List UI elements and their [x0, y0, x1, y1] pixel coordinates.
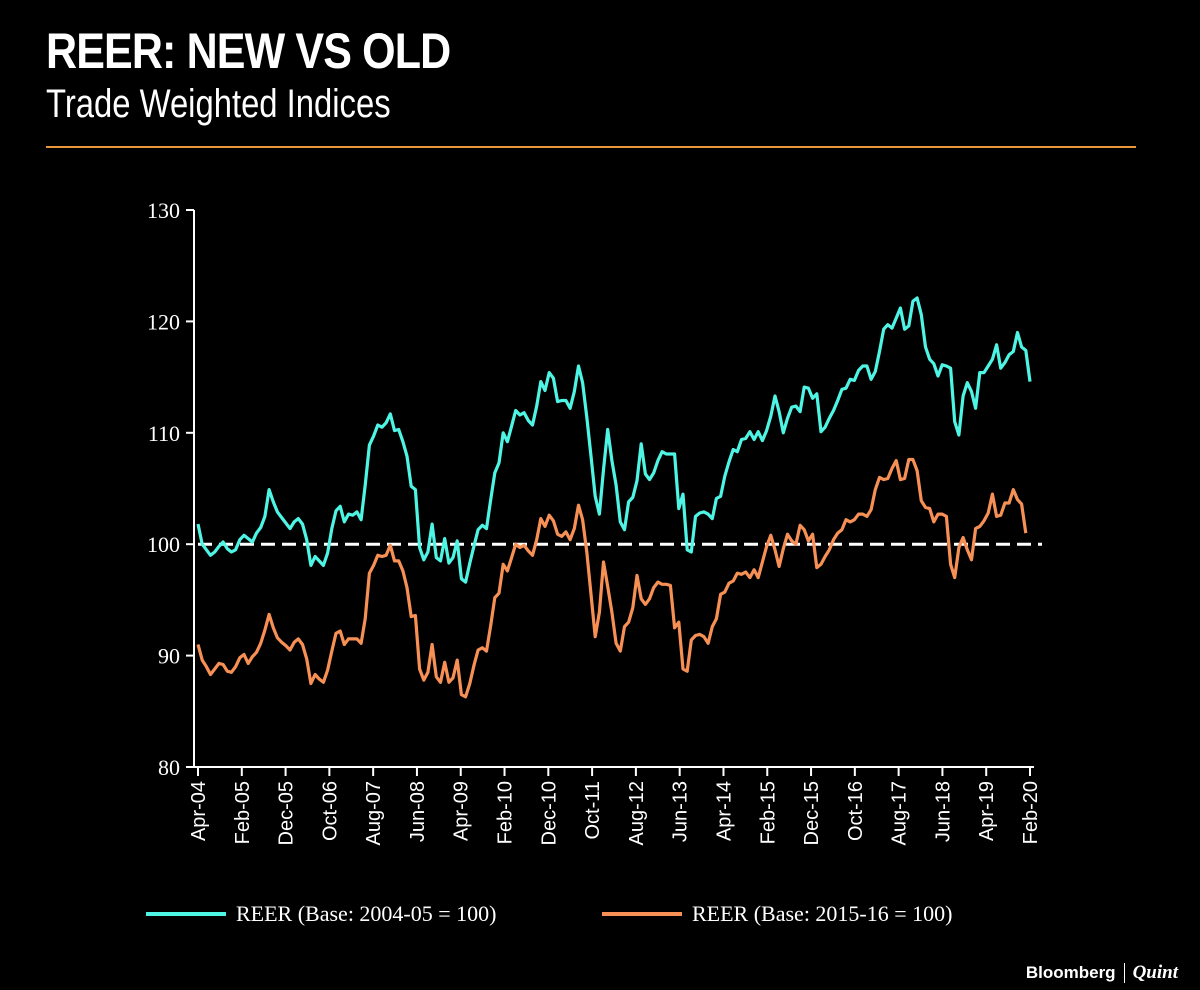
x-tick-label: Apr-19: [976, 781, 998, 841]
x-tick-label: Feb-20: [1020, 781, 1042, 844]
brand-logo: Bloomberg Quint: [1026, 962, 1178, 984]
legend-swatch-orange: [602, 912, 682, 916]
line-chart: 80 90 100 110 120 130 Apr-04 Feb-05 Dec-05 Oct-0…: [147, 198, 1042, 846]
y-axis: 80 90 100 110 120 130: [147, 198, 195, 780]
x-tick-label: Dec-10: [538, 781, 560, 845]
x-tick-label: Dec-05: [276, 781, 298, 845]
x-tick-label: Jun-13: [670, 781, 692, 842]
x-tick-label: Feb-10: [495, 781, 517, 844]
series-line-reer-2004-05: [196, 296, 1032, 584]
legend-label: REER (Base: 2004-05 = 100): [236, 901, 497, 926]
page-subtitle: Trade Weighted Indices: [46, 82, 391, 126]
y-tick-label: 100: [147, 532, 180, 557]
x-tick-label: Oct-11: [582, 781, 604, 840]
brand-separator: [1123, 963, 1125, 983]
x-axis: Apr-04 Feb-05 Dec-05 Oct-06 Aug-07 Jun-08 Apr-…: [188, 766, 1042, 846]
x-tick-label: Apr-14: [713, 781, 735, 841]
x-tick-label: Jun-18: [932, 781, 954, 842]
series-line-reer-2015-16: [196, 457, 1028, 699]
x-tick-label: Aug-17: [889, 781, 911, 846]
page-title: REER: NEW VS OLD: [46, 23, 451, 79]
y-tick-label: 80: [158, 755, 180, 780]
y-tick-label: 90: [158, 644, 180, 669]
x-tick-label: Apr-09: [451, 781, 473, 841]
y-tick-label: 110: [148, 421, 180, 446]
x-tick-label: Dec-15: [801, 781, 823, 845]
x-tick-label: Apr-04: [188, 781, 210, 841]
x-tick-label: Jun-08: [407, 781, 429, 842]
y-tick-label: 130: [147, 198, 180, 223]
x-tick-label: Oct-16: [845, 781, 867, 841]
x-tick-label: Oct-06: [319, 781, 341, 841]
legend-label: REER (Base: 2015-16 = 100): [692, 901, 953, 926]
x-tick-label: Aug-07: [363, 781, 385, 846]
legend-item-reer-2015-16: REER (Base: 2015-16 = 100): [602, 897, 953, 931]
y-tick-label: 120: [147, 309, 180, 334]
legend-swatch-cyan: [146, 912, 226, 916]
brand-name-bloomberg: Bloomberg: [1025, 963, 1116, 982]
brand-name-quint: Quint: [1132, 962, 1178, 983]
legend: REER (Base: 2004-05 = 100) REER (Base: 2…: [0, 897, 1200, 931]
legend-item-reer-2004-05: REER (Base: 2004-05 = 100): [146, 897, 497, 931]
x-tick-label: Aug-12: [626, 781, 648, 846]
title-divider: [46, 146, 1136, 148]
x-tick-label: Feb-05: [232, 781, 254, 844]
x-tick-label: Feb-15: [757, 781, 779, 844]
